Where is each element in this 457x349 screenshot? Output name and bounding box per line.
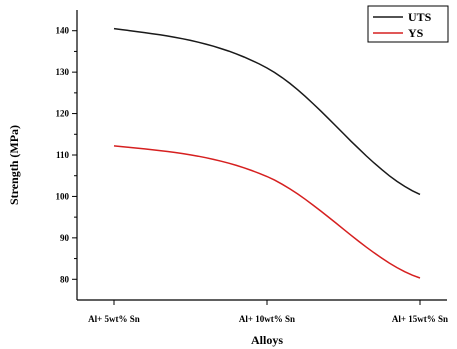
y-tick-label: 80	[60, 274, 70, 284]
axes	[76, 10, 447, 301]
y-tick-label: 130	[56, 67, 70, 77]
y-tick-label: 120	[56, 109, 70, 119]
x-axis-title: Alloys	[251, 333, 283, 347]
series-lines	[113, 27, 421, 279]
x-tick-label: Al+ 15wt% Sn	[392, 314, 448, 324]
x-tick-label: Al+ 5wt% Sn	[88, 314, 140, 324]
series-line-ys	[113, 145, 421, 279]
y-tick-label: 100	[56, 191, 70, 201]
legend-box	[367, 5, 449, 43]
y-axis-ticks: 80 90 100 110 120 130 140	[56, 26, 77, 284]
y-tick-label: 110	[56, 150, 70, 160]
legend: UTS YS	[367, 5, 449, 43]
y-axis-title: Strength (MPa)	[7, 125, 21, 205]
x-tick-label: Al+ 10wt% Sn	[239, 314, 295, 324]
y-tick-label: 140	[56, 26, 70, 36]
x-axis-ticks: Al+ 5wt% Sn Al+ 10wt% Sn Al+ 15wt% Sn	[88, 300, 448, 324]
series-line-uts	[113, 27, 421, 196]
y-tick-label: 90	[60, 233, 70, 243]
legend-label: YS	[408, 26, 424, 40]
legend-label: UTS	[408, 10, 432, 24]
